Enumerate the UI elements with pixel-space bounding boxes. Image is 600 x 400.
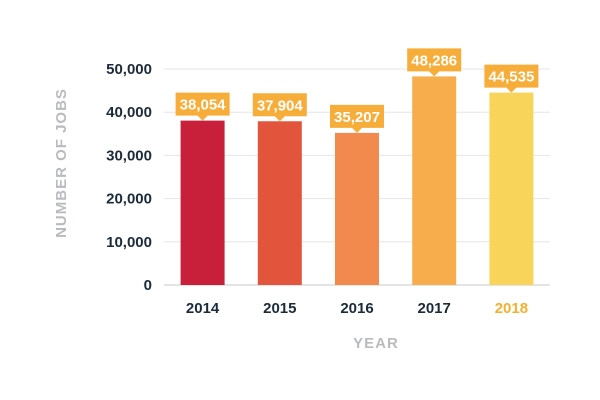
x-tick-label-2018: 2018: [495, 300, 528, 317]
data-label-box: [252, 93, 307, 122]
y-tick-label: 50,000: [106, 61, 152, 78]
data-label-value: 48,286: [411, 52, 457, 69]
data-label-box: [330, 104, 384, 133]
x-tick-label-2017: 2017: [418, 300, 451, 317]
data-label-box: [407, 48, 462, 77]
bar-2017: [412, 76, 457, 285]
data-label-2017: 48,286: [407, 48, 462, 77]
x-tick-label-2016: 2016: [340, 300, 373, 317]
data-label-box: [484, 64, 539, 93]
x-tick-label-2015: 2015: [263, 300, 296, 317]
y-tick-label: 20,000: [106, 191, 152, 208]
y-axis-title: NUMBER OF JOBS: [53, 88, 70, 238]
bars: [180, 76, 534, 286]
x-axis-title: YEAR: [353, 335, 399, 352]
y-tick-label: 40,000: [106, 104, 152, 121]
bar-2015: [257, 121, 302, 285]
x-axis-ticks: 2014 2015 2016 2017 2018: [186, 300, 528, 317]
y-tick-label: 0: [144, 277, 152, 294]
data-label-value: 37,904: [257, 97, 304, 114]
data-label-2018: 44,535: [484, 64, 539, 93]
data-label-value: 44,535: [488, 69, 534, 86]
data-label-value: 35,207: [334, 109, 380, 126]
data-label-box: [175, 92, 230, 121]
y-tick-label: 10,000: [106, 234, 152, 251]
data-labels: 38,054 37,904 35,207 48,286 44,535: [175, 48, 539, 133]
bar-2014: [180, 120, 225, 285]
data-label-value: 38,054: [180, 97, 227, 114]
data-label-2015: 37,904: [252, 93, 307, 122]
y-tick-label: 30,000: [106, 147, 152, 164]
y-axis-ticks: 0 10,000 20,000 30,000 40,000 50,000: [106, 61, 152, 294]
x-tick-label-2014: 2014: [186, 300, 220, 317]
bar-2018: [489, 92, 534, 286]
data-label-2016: 35,207: [330, 104, 384, 133]
bar-2016: [335, 132, 379, 285]
data-label-2014: 38,054: [175, 92, 230, 121]
